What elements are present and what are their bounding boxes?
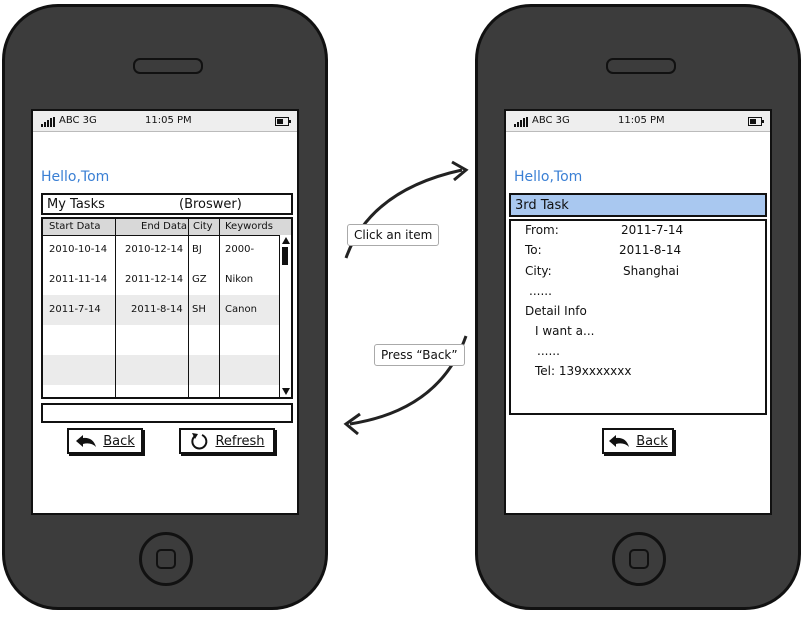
left-screen: ABC 3G 11:05 PM Hello,Tom My Tasks (Bros… xyxy=(31,109,299,515)
table-row[interactable]: 2011-7-14 2011-8-14 SH Canon xyxy=(43,295,279,325)
greeting: Hello,Tom xyxy=(41,169,110,185)
city-label: City: xyxy=(525,264,552,278)
refresh-icon xyxy=(191,433,208,450)
to-value: 2011-8-14 xyxy=(619,243,682,257)
back-arrow-icon xyxy=(609,435,630,447)
clock: 11:05 PM xyxy=(618,115,665,126)
speaker-grille xyxy=(606,58,676,74)
task-detail-panel: From: 2011-7-14 To: 2011-8-14 City: Shan… xyxy=(509,219,767,415)
left-phone-frame: ABC 3G 11:05 PM Hello,Tom My Tasks (Bros… xyxy=(2,4,328,610)
clock: 11:05 PM xyxy=(145,115,192,126)
city-value: Shanghai xyxy=(623,264,680,278)
carrier-label: ABC 3G xyxy=(532,115,570,126)
home-button[interactable] xyxy=(139,532,193,586)
cell-start: 2010-10-14 xyxy=(49,244,108,255)
cell-keywords: Nikon xyxy=(225,274,254,285)
detail-text: I want a... xyxy=(535,324,595,338)
table-row[interactable]: 2011-11-14 2011-12-14 GZ Nikon xyxy=(43,265,279,295)
table-scrollbar[interactable] xyxy=(279,235,291,397)
cell-end: 2010-12-14 xyxy=(125,244,184,255)
tasks-title-bar: My Tasks (Broswer) xyxy=(41,193,293,215)
tel-line: Tel: 139xxxxxxx xyxy=(535,364,632,378)
transition-arrows xyxy=(343,160,469,436)
scroll-up-icon[interactable] xyxy=(282,237,290,244)
cell-city: BJ xyxy=(192,244,202,255)
back-button-label: Back xyxy=(103,433,135,449)
press-back-annotation: Press “Back” xyxy=(374,344,465,366)
scroll-down-icon[interactable] xyxy=(282,388,290,395)
signal-icon xyxy=(41,117,55,127)
scroll-thumb[interactable] xyxy=(282,247,288,265)
battery-icon xyxy=(748,117,764,126)
col-header-start: Start Data xyxy=(49,221,101,232)
table-header: Start Data End Data City Keywords xyxy=(43,219,291,236)
tasks-title-hint: (Broswer) xyxy=(179,197,242,212)
cell-end: 2011-8-14 xyxy=(131,304,183,315)
battery-icon xyxy=(275,117,291,126)
right-screen: ABC 3G 11:05 PM Hello,Tom 3rd Task From:… xyxy=(504,109,772,515)
from-value: 2011-7-14 xyxy=(621,223,684,237)
refresh-button[interactable]: Refresh xyxy=(179,428,275,454)
cell-city: GZ xyxy=(192,274,207,285)
back-button[interactable]: Back xyxy=(602,428,674,454)
ellipsis: ...... xyxy=(529,284,552,298)
ellipsis: ...... xyxy=(537,344,560,358)
cell-keywords: Canon xyxy=(225,304,257,315)
table-row[interactable]: 2010-10-14 2010-12-14 BJ 2000- xyxy=(43,235,279,265)
carrier-label: ABC 3G xyxy=(59,115,97,126)
tasks-table: Start Data End Data City Keywords 2010-1… xyxy=(41,217,293,399)
tasks-title: My Tasks xyxy=(47,197,105,212)
back-arrow-icon xyxy=(76,435,97,447)
table-row-empty[interactable] xyxy=(43,355,279,385)
cell-start: 2011-11-14 xyxy=(49,274,108,285)
refresh-button-label: Refresh xyxy=(215,433,265,449)
from-label: From: xyxy=(525,223,559,237)
signal-icon xyxy=(514,117,528,127)
cell-end: 2011-12-14 xyxy=(125,274,184,285)
col-header-city: City xyxy=(193,221,213,232)
cell-keywords: 2000- xyxy=(225,244,255,255)
back-button[interactable]: Back xyxy=(67,428,143,454)
table-row-empty[interactable] xyxy=(43,325,279,355)
home-button[interactable] xyxy=(612,532,666,586)
speaker-grille xyxy=(133,58,203,74)
status-bar: ABC 3G 11:05 PM xyxy=(506,111,770,132)
back-button-label: Back xyxy=(636,433,668,449)
click-item-annotation: Click an item xyxy=(347,224,440,246)
col-header-keywords: Keywords xyxy=(225,221,273,232)
task-header: 3rd Task xyxy=(509,193,767,217)
task-header-label: 3rd Task xyxy=(515,198,569,213)
tasks-status-field[interactable] xyxy=(41,403,293,423)
status-bar: ABC 3G 11:05 PM xyxy=(33,111,297,132)
cell-start: 2011-7-14 xyxy=(49,304,101,315)
cell-city: SH xyxy=(192,304,206,315)
right-phone-frame: ABC 3G 11:05 PM Hello,Tom 3rd Task From:… xyxy=(475,4,801,610)
col-header-end: End Data xyxy=(141,221,188,232)
detail-info-label: Detail Info xyxy=(525,304,587,318)
to-label: To: xyxy=(525,243,542,257)
greeting: Hello,Tom xyxy=(514,169,583,185)
